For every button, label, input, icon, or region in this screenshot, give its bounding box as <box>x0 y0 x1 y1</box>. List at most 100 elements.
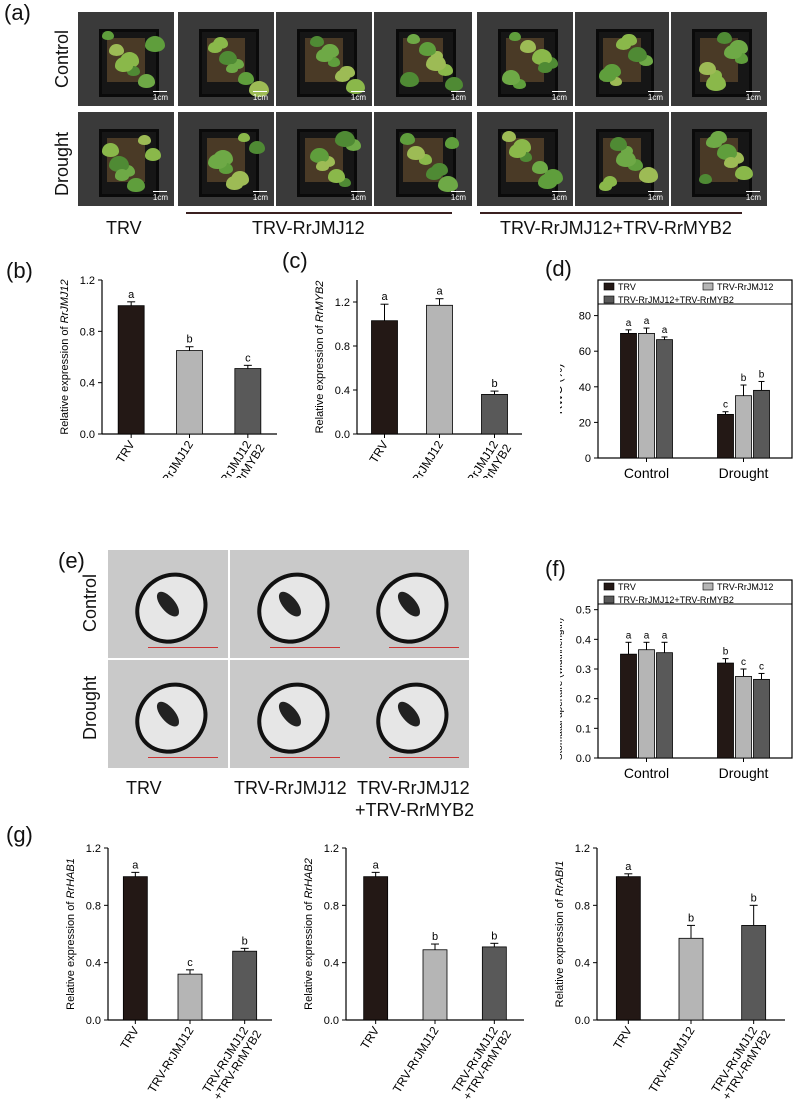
y-tick-label: 0.0 <box>86 1015 101 1027</box>
y-tick-label: 0 <box>585 453 591 465</box>
bar <box>371 320 398 435</box>
scale-bar-label: 1cm <box>450 93 466 102</box>
x-tick-label: TRV-RrJMJ12+TRV-RrMYB2 <box>449 435 514 478</box>
y-tick-label: 1.2 <box>335 297 350 309</box>
significance-letter: a <box>436 286 443 298</box>
scale-bar-label: 1cm <box>745 193 761 202</box>
x-tick-label: TRV-RrJMJ12+TRV-RrMYB2 <box>449 1021 514 1103</box>
y-axis-label: Stomatal aperture (width/length) <box>560 618 565 760</box>
x-tick-label: Control <box>624 465 669 481</box>
legend-label: TRV <box>618 582 636 592</box>
y-tick-label: 40 <box>579 382 591 394</box>
legend-swatch <box>603 282 615 291</box>
plant-photo: 1cm <box>178 112 274 206</box>
chart-rrhab2-expression: 0.0 0.4 0.8 1.2 Relative expression of RrHAB… <box>303 843 524 1103</box>
panel-label-f: (f) <box>545 556 566 581</box>
y-axis-label: Relative expression of RrHAB1 <box>65 858 77 1010</box>
y-tick-label: 0.4 <box>575 958 590 970</box>
bar <box>678 937 704 1021</box>
scale-bar-label: 1cm <box>152 93 168 102</box>
y-tick-label: 0.0 <box>575 1015 590 1027</box>
legend-label: TRV-RrJMJ12 <box>717 282 773 292</box>
group-label-trv: TRV <box>106 218 142 238</box>
significance-letter: a <box>128 289 135 301</box>
significance-letter: a <box>381 291 388 303</box>
bar <box>615 876 641 1021</box>
y-tick-label: 0.0 <box>80 429 95 441</box>
bar <box>717 413 734 459</box>
scale-bar-label: 1cm <box>450 193 466 202</box>
bar <box>234 368 262 435</box>
bar <box>176 350 203 435</box>
x-tick-label: TRV-RrJMJ12 <box>646 1024 698 1095</box>
group-line-combo <box>480 212 742 214</box>
significance-letter: c <box>723 400 728 411</box>
x-tick-label: TRV-RrJMJ12 <box>144 438 196 478</box>
stomata-row-control: Control <box>80 573 100 632</box>
x-tick-label: TRV <box>610 1024 634 1052</box>
panel-label-b: (b) <box>6 258 33 283</box>
x-tick-label: TRV <box>117 1024 141 1052</box>
y-axis-label: Relative expression of RrABI1 <box>554 861 566 1008</box>
plant-photo: 1cm <box>477 112 573 206</box>
significance-letter: b <box>688 912 694 924</box>
scale-bar-label: 1cm <box>551 193 567 202</box>
x-tick-label: Drought <box>719 465 769 481</box>
bar <box>735 395 752 459</box>
plant-photo: 1cm <box>575 112 669 206</box>
bar <box>481 394 508 435</box>
significance-letter: c <box>759 661 764 672</box>
y-tick-label: 0.4 <box>80 378 95 390</box>
bar <box>481 946 507 1021</box>
bar <box>656 652 673 759</box>
y-axis-label: Relative expression of RrJMJ12 <box>59 279 71 434</box>
panel-label-d: (d) <box>545 256 572 281</box>
significance-letter: b <box>741 373 747 384</box>
legend-swatch <box>702 282 714 291</box>
significance-letter: b <box>432 931 438 943</box>
y-tick-label: 0.1 <box>576 723 591 735</box>
x-tick-label: TRV <box>113 438 137 466</box>
scale-bar-label: 1cm <box>152 193 168 202</box>
bar <box>426 304 453 435</box>
plant-photo: 1cm <box>575 12 669 106</box>
bar <box>620 333 637 459</box>
legend-swatch <box>603 582 615 591</box>
bar <box>753 678 770 759</box>
group-label-combo: TRV-RrJMJ12+TRV-RrMYB2 <box>500 218 732 238</box>
plant-photo: 1cm <box>276 112 372 206</box>
bar <box>232 950 258 1021</box>
y-axis-label: RWC (%) <box>560 364 565 414</box>
y-tick-label: 60 <box>579 346 591 358</box>
plant-photo: 1cm <box>78 12 174 106</box>
y-axis-label: Relative expression of RrHAB2 <box>303 858 315 1010</box>
significance-letter: a <box>625 861 632 873</box>
bar <box>620 653 637 759</box>
significance-letter: a <box>626 630 632 641</box>
x-tick-label: TRV-RrJMJ12+TRV-RrMYB2 <box>203 435 268 478</box>
x-tick-label: TRV-RrJMJ12+TRV-RrMYB2 <box>708 1021 773 1103</box>
bar <box>735 676 752 759</box>
legend-label: TRV <box>618 282 636 292</box>
significance-letter: b <box>186 334 192 346</box>
bar <box>753 389 770 459</box>
legend-swatch <box>702 582 714 591</box>
stomata-micrograph <box>349 660 469 768</box>
significance-letter: a <box>626 318 632 329</box>
significance-letter: a <box>662 325 668 336</box>
y-tick-label: 0.2 <box>576 694 591 706</box>
x-tick-label: TRV-RrJMJ12+TRV-RrMYB2 <box>199 1021 264 1103</box>
plant-photo: 1cm <box>477 12 573 106</box>
significance-letter: a <box>132 859 139 871</box>
bar <box>422 949 448 1021</box>
bar <box>741 925 767 1021</box>
y-tick-label: 0.8 <box>335 341 350 353</box>
scale-bar-label: 1cm <box>252 193 268 202</box>
bar <box>122 876 148 1021</box>
bar <box>177 973 203 1021</box>
y-tick-label: 0.0 <box>335 429 350 441</box>
y-axis-label: Relative expression of RrMYB2 <box>314 281 326 434</box>
bar <box>656 339 673 459</box>
significance-letter: b <box>491 378 497 390</box>
stomata-micrograph <box>230 550 350 658</box>
